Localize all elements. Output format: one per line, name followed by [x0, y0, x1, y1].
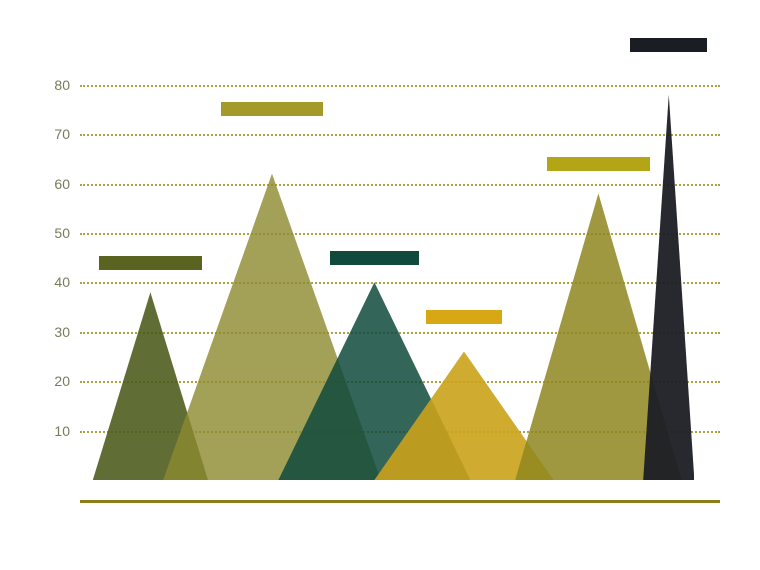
y-tick-label: 80 — [0, 78, 70, 92]
gridline — [80, 134, 720, 136]
chart-container: 10 20 30 40 50 60 70 80 — [0, 0, 760, 570]
mountain-triangle — [643, 95, 694, 480]
gridline — [80, 184, 720, 186]
x-axis-line — [80, 500, 720, 503]
floating-bar — [426, 310, 503, 324]
y-tick-label: 30 — [0, 325, 70, 339]
floating-bar — [547, 157, 649, 171]
y-tick-label: 60 — [0, 177, 70, 191]
gridline — [80, 233, 720, 235]
floating-bar — [99, 256, 201, 270]
floating-bar — [330, 251, 420, 265]
floating-bar — [630, 38, 707, 52]
plot-area — [80, 60, 720, 480]
gridline — [80, 85, 720, 87]
floating-bar — [221, 102, 323, 116]
y-tick-label: 10 — [0, 424, 70, 438]
y-tick-label: 50 — [0, 226, 70, 240]
y-tick-label: 40 — [0, 275, 70, 289]
y-tick-label: 70 — [0, 127, 70, 141]
y-tick-label: 20 — [0, 374, 70, 388]
